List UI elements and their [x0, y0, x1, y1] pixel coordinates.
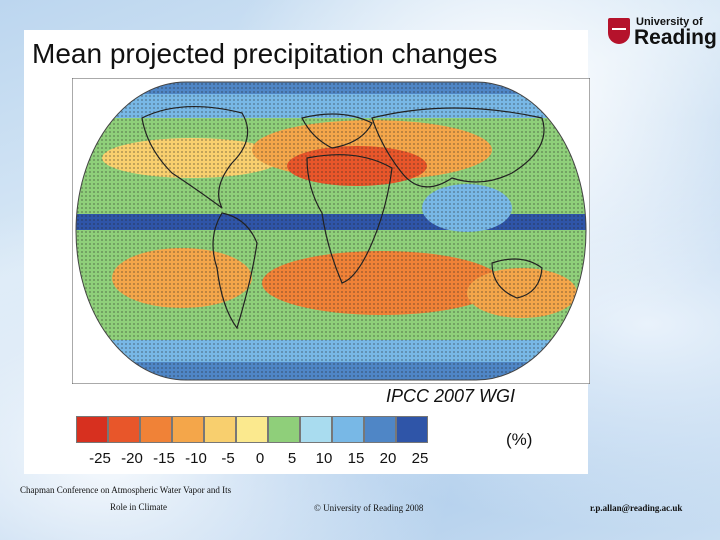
slide-title: Mean projected precipitation changes — [32, 38, 498, 69]
colorbar-swatch — [332, 416, 364, 443]
colorbar-tick-label: 20 — [379, 450, 397, 467]
logo-line2: Reading — [634, 26, 717, 49]
colorbar-swatch — [396, 416, 428, 443]
logo-line1: University of — [636, 16, 703, 28]
footer-conference-line2: Role in Climate — [110, 502, 167, 512]
footer-copyright: © University of Reading 2008 — [314, 503, 424, 513]
footer-email[interactable]: r.p.allan@reading.ac.uk — [590, 503, 683, 513]
north-america-outline — [141, 105, 249, 209]
colorbar-tick-label: 15 — [347, 450, 365, 467]
colorbar-tick-label: 0 — [255, 450, 265, 467]
colorbar-tick-label: 10 — [315, 450, 333, 467]
crest-icon — [608, 18, 630, 44]
colorbar-swatch — [140, 416, 172, 443]
asia-outline — [371, 107, 545, 188]
significance-stippling — [76, 82, 586, 380]
precipitation-map — [72, 78, 590, 384]
colorbar-swatch — [172, 416, 204, 443]
colorbar-swatch — [268, 416, 300, 443]
globe-edge — [75, 81, 587, 381]
africa-outline — [306, 154, 393, 284]
colorbar-tick-label: -5 — [221, 450, 235, 467]
south-america-outline — [212, 212, 258, 330]
australia-outline — [491, 258, 543, 299]
colorbar-tick-label: 25 — [411, 450, 429, 467]
colorbar-tick-label: -15 — [153, 450, 175, 467]
colorbar-swatch — [364, 416, 396, 443]
colorbar-swatch — [204, 416, 236, 443]
colorbar-tick-label: 5 — [287, 450, 297, 467]
colorbar-unit: (%) — [506, 430, 533, 449]
footer-conference-line1: Chapman Conference on Atmospheric Water … — [20, 485, 232, 495]
europe-outline — [301, 113, 373, 149]
colorbar-swatch — [236, 416, 268, 443]
colorbar-tick-label: -25 — [89, 450, 111, 467]
colorbar-tick-label: -20 — [121, 450, 143, 467]
colorbar-swatch — [76, 416, 108, 443]
colorbar-swatch — [108, 416, 140, 443]
source-credit: IPCC 2007 WGI — [386, 386, 516, 406]
colorbar-tick-label: -10 — [185, 450, 207, 467]
colorbar-swatch — [300, 416, 332, 443]
university-logo: University of Reading — [608, 16, 717, 50]
